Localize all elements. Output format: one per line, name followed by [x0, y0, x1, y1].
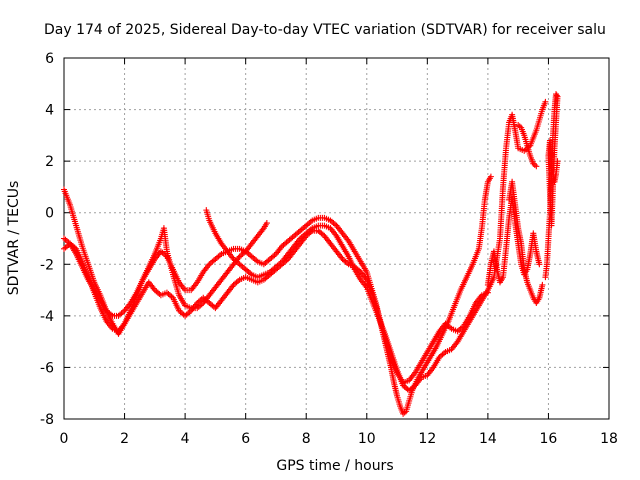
- y-axis-label: SDTVAR / TECUs: [6, 181, 22, 296]
- x-tick-label: 2: [120, 431, 129, 447]
- y-tick-label: -4: [40, 309, 54, 325]
- x-tick-label: 16: [540, 431, 558, 447]
- y-tick-label: 2: [45, 154, 54, 170]
- series-track-7: [515, 122, 540, 170]
- x-tick-label: 8: [302, 431, 311, 447]
- y-tick-label: 0: [45, 206, 54, 222]
- series-track-4: [203, 98, 549, 394]
- grid-lines: [64, 58, 609, 419]
- series-track-1: [61, 173, 494, 417]
- x-tick-label: 4: [181, 431, 190, 447]
- series-track-8: [542, 91, 561, 281]
- x-tick-label: 12: [418, 431, 436, 447]
- data-point: [263, 220, 270, 227]
- x-tick-label: 18: [600, 431, 618, 447]
- data-point: [542, 98, 549, 105]
- y-tick-label: 4: [45, 103, 54, 119]
- axis-ticks: 0 2 4 6 8 10 12 14 16 18 -8 -6 -4 -2 0 2 4 6: [40, 51, 618, 447]
- data-point: [487, 173, 494, 180]
- x-tick-label: 6: [241, 431, 250, 447]
- series-track-2: [61, 220, 270, 319]
- data-point: [554, 158, 561, 165]
- data-point: [536, 261, 543, 268]
- y-tick-label: -6: [40, 360, 54, 376]
- y-tick-label: -8: [40, 412, 54, 428]
- data-point: [533, 163, 540, 170]
- data-series: [61, 91, 561, 417]
- x-tick-label: 14: [479, 431, 497, 447]
- x-axis-label: GPS time / hours: [276, 458, 393, 474]
- y-tick-label: 6: [45, 51, 54, 67]
- x-tick-label: 10: [358, 431, 376, 447]
- data-point: [553, 92, 560, 99]
- series-track-6: [506, 178, 546, 306]
- data-point: [539, 281, 546, 288]
- y-tick-label: -2: [40, 257, 54, 273]
- x-tick-label: 0: [60, 431, 69, 447]
- chart-title: Day 174 of 2025, Sidereal Day-to-day VTE…: [44, 22, 606, 38]
- series-track-5: [484, 194, 543, 288]
